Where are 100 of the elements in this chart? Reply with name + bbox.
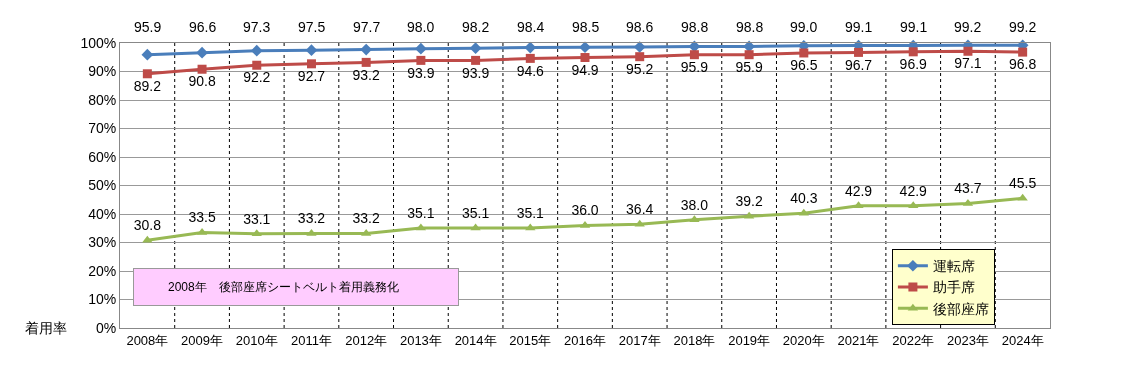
- data-label: 35.1: [461, 204, 490, 221]
- data-label: 98.8: [681, 19, 709, 35]
- data-label: 42.9: [899, 182, 928, 199]
- data-label: 96.8: [1009, 56, 1037, 73]
- data-label: 98.0: [407, 19, 435, 35]
- data-label: 99.1: [900, 19, 928, 35]
- data-label: 96.6: [189, 19, 217, 35]
- point: [416, 55, 426, 65]
- data-label: 33.1: [243, 210, 271, 227]
- data-label: 33.2: [352, 210, 381, 227]
- data-label: 97.1: [954, 55, 982, 72]
- data-label: 98.5: [572, 19, 600, 35]
- data-label: 95.2: [626, 60, 654, 77]
- x-tick-label: 2015年: [509, 332, 552, 348]
- legend-label: 助手席: [932, 279, 975, 296]
- data-label: 95.9: [680, 58, 709, 75]
- y-axis-title: 着用率: [25, 320, 67, 336]
- data-label: 98.2: [462, 19, 490, 35]
- point: [471, 55, 481, 65]
- point: [252, 60, 262, 70]
- point: [525, 223, 536, 231]
- point: [908, 47, 918, 57]
- y-tick-label: 10%: [88, 291, 117, 308]
- x-tick-label: 2016年: [564, 332, 606, 348]
- data-label: 33.5: [188, 209, 216, 226]
- data-label: 30.8: [133, 217, 162, 234]
- point: [963, 46, 973, 56]
- data-label: 35.1: [407, 204, 435, 221]
- data-label: 93.9: [407, 64, 435, 81]
- data-label: 99.2: [954, 19, 982, 35]
- x-tick-label: 2012年: [345, 332, 388, 348]
- x-tick-label: 2022年: [892, 332, 935, 348]
- point: [250, 44, 263, 57]
- x-tick-label: 2008年: [126, 332, 169, 348]
- x-tick-label: 2018年: [673, 332, 716, 348]
- data-label: 42.9: [844, 182, 873, 199]
- data-label: 38.0: [680, 196, 709, 213]
- x-tick-label: 2009年: [181, 332, 224, 348]
- point: [305, 44, 318, 56]
- point: [1017, 193, 1028, 201]
- data-label: 95.9: [134, 19, 162, 35]
- data-label: 36.0: [571, 202, 599, 219]
- data-label: 99.0: [790, 19, 818, 35]
- point: [689, 50, 699, 60]
- data-label: 96.5: [790, 57, 818, 74]
- point: [635, 52, 645, 62]
- y-tick-label: 50%: [88, 177, 117, 194]
- data-label: 97.5: [298, 19, 326, 35]
- x-tick-label: 2011年: [290, 332, 332, 348]
- data-label: 45.5: [1009, 175, 1037, 192]
- point: [799, 48, 809, 58]
- data-label: 92.7: [297, 67, 326, 84]
- point: [306, 228, 317, 236]
- data-label: 97.3: [243, 19, 271, 35]
- point: [196, 46, 208, 59]
- data-label: 33.2: [297, 210, 326, 227]
- y-tick-label: 0%: [95, 319, 117, 336]
- y-tick-label: 40%: [88, 205, 117, 222]
- data-label: 98.8: [736, 19, 764, 35]
- point: [470, 223, 481, 231]
- data-label: 96.9: [899, 55, 928, 72]
- data-label: 89.2: [133, 77, 162, 94]
- point: [415, 42, 427, 55]
- data-label: 93.9: [461, 64, 490, 81]
- data-label: 92.2: [243, 69, 271, 86]
- data-label: 98.4: [517, 19, 545, 35]
- point: [579, 41, 591, 54]
- legend-label: 後部座席: [932, 300, 989, 317]
- data-label: 93.2: [352, 66, 381, 83]
- point: [580, 53, 590, 63]
- legend-label: 運転席: [932, 258, 975, 275]
- point: [854, 47, 864, 57]
- y-tick-label: 100%: [80, 34, 117, 51]
- data-label: 90.8: [188, 73, 216, 90]
- x-tick-label: 2017年: [618, 332, 661, 348]
- y-tick-label: 90%: [88, 63, 117, 80]
- data-label: 99.1: [845, 19, 873, 35]
- data-label: 36.4: [626, 201, 654, 218]
- point: [1018, 47, 1028, 57]
- x-tick-label: 2013年: [399, 332, 442, 348]
- point: [306, 59, 316, 69]
- x-tick-label: 2023年: [946, 332, 989, 348]
- data-label: 43.7: [954, 180, 982, 197]
- y-tick-label: 70%: [88, 120, 117, 137]
- point: [197, 64, 207, 74]
- data-label: 99.2: [1009, 19, 1037, 35]
- point: [744, 50, 754, 60]
- data-label: 95.9: [735, 58, 763, 75]
- data-label: 96.7: [844, 56, 873, 73]
- y-tick-label: 30%: [88, 234, 117, 251]
- x-tick-label: 2014年: [454, 332, 497, 348]
- x-tick-label: 2021年: [837, 332, 880, 348]
- x-tick-label: 2024年: [1001, 332, 1044, 348]
- data-label: 39.2: [735, 193, 763, 210]
- data-label: 98.6: [626, 19, 654, 35]
- point: [634, 219, 645, 227]
- data-label: 35.1: [516, 204, 545, 221]
- data-label: 94.6: [516, 62, 545, 79]
- note-box: 2008年 後部座席シートベルト着用義務化: [133, 268, 459, 306]
- point: [142, 69, 152, 79]
